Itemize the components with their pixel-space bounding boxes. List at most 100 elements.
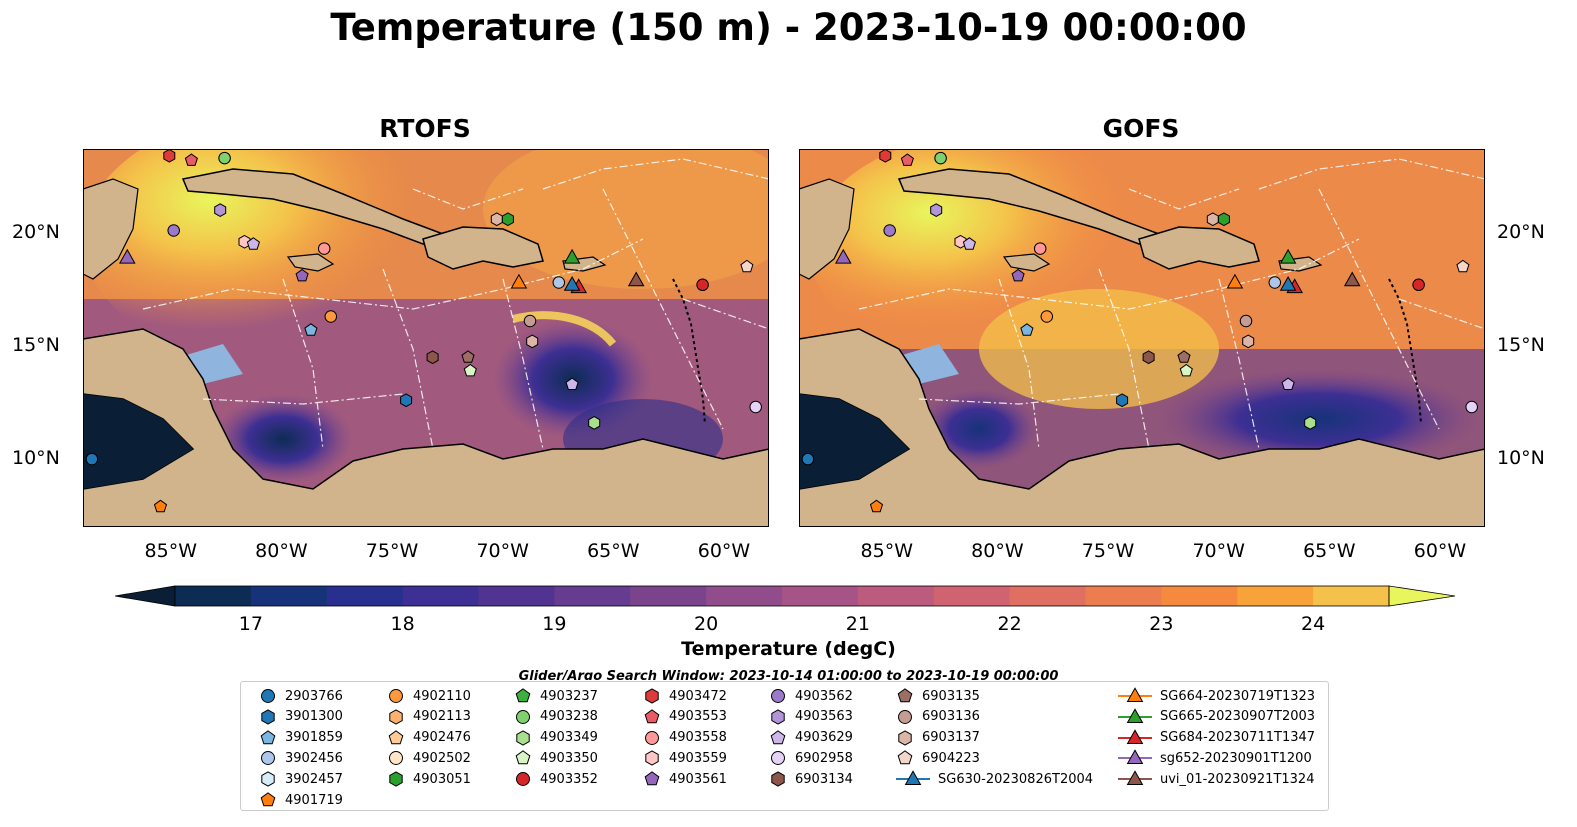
- colorbar-tick-label: 19: [542, 613, 567, 635]
- search-window-text: Glider/Argo Search Window: 2023-10-14 01…: [518, 669, 1059, 680]
- float-marker: [1116, 393, 1129, 408]
- glider-marker: [563, 276, 581, 291]
- panel-title-gofs: GOFS: [1102, 114, 1180, 143]
- float-marker: [1268, 276, 1282, 289]
- float-marker: [801, 452, 815, 466]
- legend-label: 6903134: [795, 771, 853, 787]
- legend-entry: SG665-20230907T2003: [1118, 707, 1315, 727]
- legend-entry: 6904223: [896, 748, 980, 768]
- map-gofs[interactable]: [798, 129, 1486, 528]
- float-marker: [246, 237, 260, 250]
- legend-entry: sg652-20230901T1200: [1118, 748, 1312, 768]
- legend-entry: 4902110: [387, 686, 471, 706]
- legend-marker: [1118, 770, 1152, 786]
- legend-entry: 2903766: [259, 686, 343, 706]
- float-marker: [1179, 363, 1193, 377]
- float-marker: [461, 350, 475, 363]
- central-south-america: [82, 328, 770, 528]
- legend-label: 4903352: [540, 771, 598, 787]
- eez-lines: [142, 158, 770, 450]
- central-south-america: [798, 328, 1486, 528]
- float-marker: [1456, 259, 1470, 273]
- legend-label: 4902476: [413, 730, 471, 746]
- yucatan: [82, 178, 139, 280]
- legend-label: 3901300: [285, 709, 343, 725]
- legend-entry: 4903350: [514, 748, 598, 768]
- glider-marker: [1279, 248, 1297, 264]
- float-marker: [1011, 268, 1025, 282]
- legend-entry: 3901300: [259, 707, 343, 727]
- legend-entry: 6903134: [769, 769, 853, 789]
- legend-label: 4903350: [540, 750, 598, 766]
- legend-label: 4903472: [669, 688, 727, 704]
- legend-entry: 4903237: [514, 686, 598, 706]
- legend-marker: [771, 751, 785, 766]
- y-tick-label: 20°N: [12, 220, 60, 243]
- legend-marker: [645, 688, 659, 704]
- legend-marker: [515, 750, 531, 765]
- float-marker: [295, 268, 309, 282]
- legend-label: 6903137: [922, 730, 980, 746]
- legend-label: 4902502: [413, 750, 471, 766]
- yucatan: [798, 178, 855, 280]
- float-marker: [879, 148, 892, 163]
- legend-label: 4903562: [795, 688, 853, 704]
- legend-label: 4903051: [413, 771, 471, 787]
- float-marker: [1281, 377, 1295, 390]
- legend-label: SG664-20230719T1323: [1160, 688, 1316, 704]
- x-tick-label: 65°W: [587, 540, 640, 562]
- x-tick-label: 80°W: [255, 540, 308, 562]
- chart-title: Temperature (150 m) - 2023-10-19 00:00:0…: [330, 6, 1247, 49]
- legend-marker: [389, 689, 403, 703]
- float-marker: [1040, 310, 1054, 323]
- float-marker: [900, 153, 914, 166]
- legend-entry: 4903561: [643, 769, 727, 789]
- float-marker: [696, 278, 709, 292]
- legend-marker: [261, 689, 275, 703]
- legend-marker: [898, 709, 912, 724]
- glider-marker: [510, 273, 528, 289]
- legend-entry: SG630-20230826T2004: [896, 769, 1093, 789]
- float-marker: [184, 153, 198, 166]
- map-rtofs[interactable]: [82, 109, 803, 528]
- float-marker: [954, 234, 967, 249]
- legend-entry: 6902958: [769, 748, 853, 768]
- legend-label: 4901719: [285, 792, 343, 808]
- legend-label: 4903629: [795, 730, 853, 746]
- x-tick-label: 85°W: [860, 540, 913, 562]
- legend-label: 6904223: [922, 750, 980, 766]
- eez-lines: [858, 158, 1486, 450]
- colorbar-tick-label: 24: [1301, 613, 1326, 635]
- legend-label: 4903238: [540, 709, 598, 725]
- legend-entry: 4903553: [643, 707, 727, 727]
- float-marker: [526, 334, 539, 349]
- glider-marker: [1226, 273, 1244, 289]
- float-marker: [163, 148, 176, 163]
- legend-marker: [260, 729, 276, 744]
- warm-region: [83, 109, 503, 369]
- panel-title-rtofs: RTOFS: [379, 114, 471, 143]
- legend-marker: [645, 730, 659, 745]
- legend-label: 6903135: [922, 688, 980, 704]
- legend-entry: 4902476: [387, 728, 471, 748]
- legend-entry: 4903352: [514, 769, 598, 789]
- jamaica: [286, 253, 335, 272]
- x-tick-label: 75°W: [1081, 540, 1135, 562]
- float-marker: [167, 224, 180, 237]
- legend-entry: SG664-20230719T1323: [1118, 686, 1315, 706]
- legend-entry: 3902457: [259, 769, 343, 789]
- legend-marker: [389, 771, 403, 787]
- float-marker: [1217, 212, 1230, 227]
- x-tick-label: 60°W: [697, 540, 751, 562]
- legend-marker: [771, 689, 785, 703]
- y-tick-label: 10°N: [1497, 447, 1545, 470]
- x-tick-label: 70°W: [476, 540, 529, 562]
- legend-marker: [389, 709, 403, 725]
- float-marker: [1412, 278, 1425, 292]
- legend-label: SG630-20230826T2004: [938, 771, 1094, 787]
- x-tick-label: 80°W: [971, 540, 1024, 562]
- float-marker: [317, 242, 331, 255]
- legend-marker: [1118, 707, 1152, 723]
- float-marker: [1177, 350, 1191, 363]
- colorbar-tick-label: 21: [845, 613, 870, 635]
